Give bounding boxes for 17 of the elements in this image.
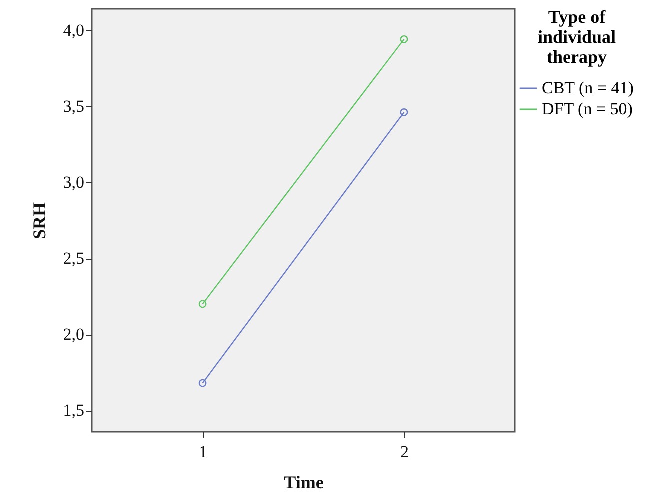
y-tick-label: 4,0 (63, 20, 84, 40)
y-tick-label: 2,5 (63, 249, 84, 268)
x-axis-title: Time (284, 472, 324, 492)
point (198, 300, 207, 308)
point (400, 108, 408, 116)
x-tick-label: 1 (199, 442, 208, 462)
y-tick-label: 3,5 (63, 96, 84, 116)
x-tick-label: 2 (400, 442, 409, 462)
y-tick-label: 1,5 (63, 401, 84, 420)
point (400, 35, 408, 44)
y-tick-label: 3,0 (63, 172, 84, 192)
y-tick-label: 2,0 (63, 325, 84, 344)
point (198, 379, 207, 388)
legend-title: Type of individual therapy (538, 7, 616, 67)
legend-label: CBT (n = 41) (542, 78, 634, 98)
y-axis-title: SRH (29, 202, 50, 240)
legend-label: DFT (n = 50) (542, 100, 633, 118)
